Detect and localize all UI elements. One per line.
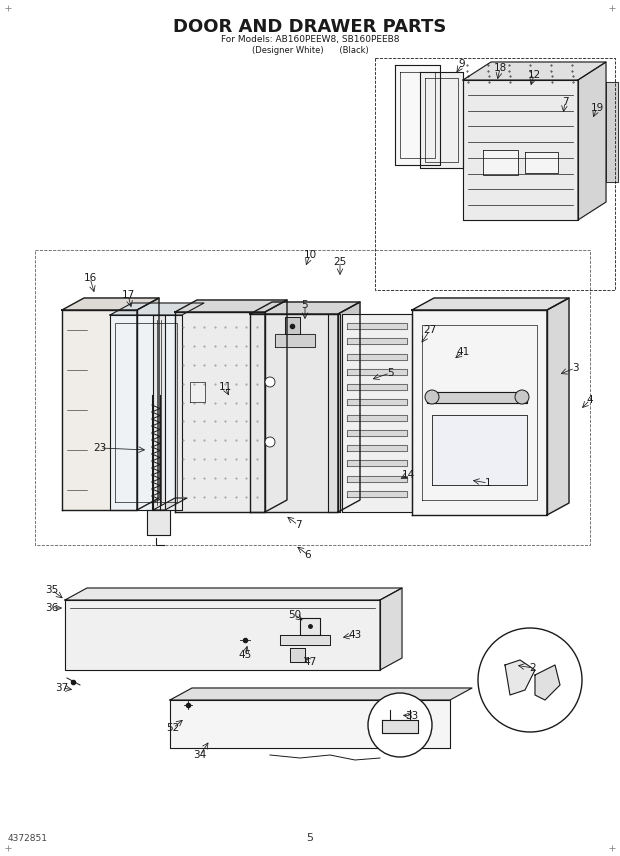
Text: 27: 27	[423, 325, 436, 335]
Text: DOOR AND DRAWER PARTS: DOOR AND DRAWER PARTS	[174, 18, 446, 36]
Polygon shape	[547, 298, 569, 515]
Text: 52: 52	[166, 723, 180, 733]
Text: 36: 36	[45, 603, 59, 613]
Polygon shape	[342, 314, 412, 512]
Polygon shape	[347, 430, 407, 436]
Polygon shape	[175, 300, 287, 312]
Polygon shape	[347, 445, 407, 451]
Text: (Designer White)      (Black): (Designer White) (Black)	[252, 46, 368, 55]
Polygon shape	[347, 369, 407, 375]
Polygon shape	[395, 65, 440, 165]
Text: 17: 17	[122, 290, 135, 300]
Polygon shape	[382, 720, 418, 733]
Polygon shape	[170, 700, 450, 748]
Text: 11: 11	[218, 382, 232, 392]
Polygon shape	[110, 315, 182, 510]
Text: 4372851: 4372851	[8, 834, 48, 843]
Polygon shape	[175, 312, 265, 512]
Circle shape	[265, 437, 275, 447]
Polygon shape	[110, 303, 204, 315]
Polygon shape	[347, 461, 407, 467]
Polygon shape	[250, 314, 338, 512]
Polygon shape	[153, 498, 187, 510]
Polygon shape	[412, 298, 569, 310]
Text: 50: 50	[288, 610, 301, 620]
Polygon shape	[483, 150, 518, 175]
Text: 41: 41	[456, 347, 469, 357]
Polygon shape	[347, 323, 407, 329]
Polygon shape	[347, 400, 407, 406]
Text: 16: 16	[83, 273, 97, 283]
Polygon shape	[525, 152, 558, 173]
Polygon shape	[280, 635, 330, 645]
Polygon shape	[432, 415, 527, 485]
Text: 5: 5	[306, 833, 314, 843]
Polygon shape	[137, 298, 159, 510]
Text: 3: 3	[572, 363, 578, 373]
Polygon shape	[190, 382, 205, 402]
Text: 14: 14	[401, 470, 415, 480]
Polygon shape	[285, 317, 300, 334]
Polygon shape	[463, 62, 606, 80]
Polygon shape	[420, 72, 463, 168]
Polygon shape	[170, 688, 472, 700]
Text: 47: 47	[303, 657, 317, 667]
Polygon shape	[290, 648, 305, 662]
Polygon shape	[535, 665, 560, 700]
Circle shape	[478, 628, 582, 732]
Polygon shape	[62, 298, 159, 310]
Polygon shape	[380, 588, 402, 670]
Text: 45: 45	[238, 650, 252, 660]
Polygon shape	[505, 660, 535, 695]
Text: 34: 34	[193, 750, 206, 760]
Text: 7: 7	[562, 97, 569, 107]
Text: 19: 19	[590, 103, 604, 113]
Text: 4: 4	[587, 395, 593, 405]
Text: 43: 43	[348, 630, 361, 640]
Text: 37: 37	[55, 683, 69, 693]
Text: 35: 35	[45, 585, 59, 595]
Polygon shape	[153, 315, 165, 510]
Text: 5: 5	[387, 368, 393, 378]
Text: For Models: AB160PEEW8, SB160PEEB8: For Models: AB160PEEW8, SB160PEEB8	[221, 35, 399, 44]
Text: 23: 23	[94, 443, 107, 453]
Text: 6: 6	[304, 550, 311, 560]
Polygon shape	[347, 338, 407, 344]
Text: 25: 25	[334, 257, 347, 267]
Polygon shape	[65, 600, 380, 670]
Text: 10: 10	[303, 250, 317, 260]
Polygon shape	[347, 491, 407, 497]
Polygon shape	[265, 300, 287, 512]
Polygon shape	[347, 354, 407, 360]
Polygon shape	[62, 310, 137, 510]
Polygon shape	[347, 476, 407, 482]
Text: 1: 1	[485, 478, 491, 488]
Polygon shape	[412, 310, 547, 515]
Text: 5: 5	[302, 300, 308, 310]
Text: 18: 18	[494, 63, 507, 73]
Polygon shape	[328, 314, 340, 512]
Circle shape	[265, 377, 275, 387]
Polygon shape	[275, 334, 315, 347]
Circle shape	[425, 390, 439, 404]
Text: 9: 9	[459, 59, 466, 69]
Polygon shape	[427, 392, 527, 403]
Polygon shape	[463, 80, 578, 220]
Polygon shape	[250, 302, 360, 314]
Circle shape	[368, 693, 432, 757]
Circle shape	[515, 390, 529, 404]
Text: 33: 33	[405, 711, 419, 721]
Polygon shape	[606, 82, 618, 182]
Polygon shape	[300, 618, 320, 635]
Polygon shape	[147, 510, 170, 535]
Polygon shape	[347, 384, 407, 390]
Polygon shape	[578, 62, 606, 220]
Polygon shape	[347, 414, 407, 420]
Polygon shape	[338, 302, 360, 512]
Text: 12: 12	[528, 70, 541, 80]
Text: 2: 2	[529, 663, 536, 673]
Polygon shape	[65, 588, 402, 600]
Text: 7: 7	[294, 520, 301, 530]
